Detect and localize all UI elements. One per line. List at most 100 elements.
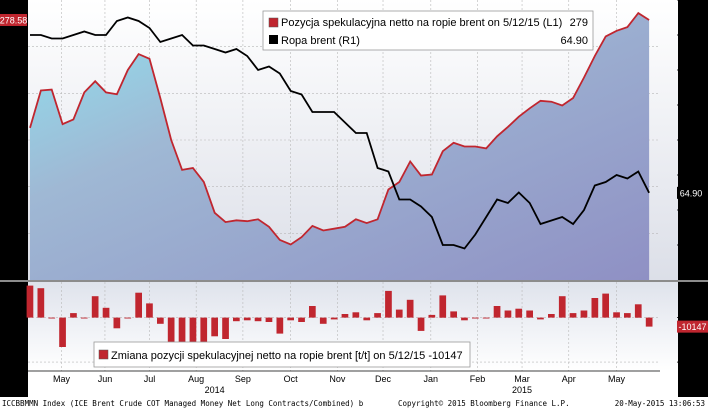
left-axis: 50 100 150 200 250 278.58 — [0, 13, 27, 238]
change-bar — [211, 317, 218, 337]
left-tick-label: 100 — [9, 182, 24, 192]
change-bar — [113, 317, 121, 329]
change-bar — [124, 317, 132, 319]
change-bar — [613, 312, 620, 318]
x-month-label: Dec — [375, 374, 392, 384]
change-bar — [363, 317, 371, 321]
legend-label-change: Zmiana pozycji spekulacyjnej netto na ro… — [111, 350, 463, 362]
right-tick-label: 60 — [684, 205, 694, 215]
change-bar — [48, 317, 56, 319]
change-bar — [254, 317, 262, 322]
brent-line — [30, 16, 650, 250]
change-bar — [374, 313, 381, 318]
x-month-label: Apr — [562, 374, 576, 384]
change-bar — [26, 285, 34, 318]
change-bar — [461, 317, 468, 321]
change-bar — [548, 314, 555, 318]
x-axis-band — [28, 371, 678, 397]
change-bar — [243, 317, 251, 321]
x-month-label: Jul — [144, 374, 156, 384]
change-bar — [59, 317, 66, 347]
change-bar — [330, 317, 338, 320]
upper-legend: Pozycja spekulacyjna netto na ropie bren… — [262, 10, 594, 51]
legend-label-position: Pozycja spekulacyjna netto na ropie bren… — [281, 17, 562, 29]
legend-value-position: 279 — [570, 17, 588, 29]
change-bar — [135, 292, 142, 318]
lower-right-tick-label: 0 — [684, 313, 689, 323]
x-year-label: 2015 — [512, 385, 532, 395]
change-bar — [395, 309, 403, 318]
upper-legend-box — [262, 10, 594, 51]
lower-legend: Zmiana pozycji spekulacyjnej netto na ro… — [93, 341, 471, 368]
x-month-label: Sep — [235, 374, 251, 384]
change-bar — [70, 313, 77, 318]
x-month-label: Feb — [470, 374, 486, 384]
change-bar — [602, 293, 609, 318]
left-last-value-label: 278.58 — [0, 15, 27, 25]
change-bar — [298, 317, 305, 322]
right-last-value-badge — [677, 186, 705, 199]
x-month-label: Oct — [284, 374, 299, 384]
right-tick-label: 100 — [684, 65, 699, 75]
area-series-layer — [29, 11, 650, 280]
lower-last-value-label: -10147 — [678, 322, 706, 332]
x-axis: May Jun Jul Aug Sep Oct Nov Dec Jan Feb Mar Apr May 2… — [28, 370, 660, 395]
footer-copyright: Copyright© 2015 Bloomberg Finance L.P. — [398, 399, 570, 408]
left-tick-label: 200 — [9, 88, 24, 98]
right-tick-label: 120 — [684, 0, 699, 5]
change-bar — [558, 296, 566, 318]
x-month-label: Aug — [188, 374, 204, 384]
change-bar — [428, 314, 436, 318]
change-bar — [91, 296, 99, 318]
change-bar — [222, 317, 229, 339]
position-area-fill — [30, 13, 650, 280]
change-bar — [200, 317, 208, 350]
legend-swatch-brent — [269, 35, 278, 44]
bar-series-layer — [26, 285, 653, 358]
change-bar — [493, 306, 501, 318]
change-bar — [309, 306, 316, 318]
change-bar — [450, 311, 457, 318]
x-month-label: Mar — [514, 374, 530, 384]
x-month-label: Jun — [98, 374, 113, 384]
right-last-value-label: 64.90 — [680, 188, 703, 198]
legend-label-brent: Ropa brent (R1) — [281, 35, 360, 47]
change-bar — [472, 317, 479, 319]
right-tick-label: 50 — [684, 240, 694, 250]
change-bar — [37, 288, 45, 318]
change-bar — [439, 295, 447, 318]
lower-last-value-badge — [677, 320, 708, 333]
change-bar — [80, 317, 88, 319]
change-bar — [526, 310, 533, 318]
change-bar — [189, 317, 197, 343]
change-bar — [634, 304, 642, 318]
change-bar — [102, 307, 110, 318]
footer-band — [0, 397, 708, 409]
x-month-label: May — [608, 374, 626, 384]
change-bar — [624, 313, 631, 318]
change-bar — [341, 314, 349, 318]
legend-swatch-change — [98, 349, 109, 360]
right-tick-label: 80 — [684, 135, 694, 145]
line-series-layer — [30, 16, 650, 250]
change-bar — [157, 317, 164, 324]
left-tick-label: 50 — [14, 228, 24, 238]
change-bar — [417, 317, 425, 331]
change-bar — [591, 298, 599, 318]
change-bar — [537, 317, 544, 320]
change-bar — [515, 308, 523, 318]
change-bar — [406, 299, 414, 318]
right-tick-label: 110 — [684, 30, 698, 40]
change-bar — [482, 317, 490, 319]
change-bar — [146, 303, 153, 318]
right-tick-label: 70 — [684, 170, 694, 180]
change-bar — [287, 317, 294, 321]
change-bar — [569, 313, 577, 318]
x-year-label: 2014 — [205, 385, 225, 395]
change-bar — [352, 312, 360, 318]
position-line — [29, 11, 650, 246]
